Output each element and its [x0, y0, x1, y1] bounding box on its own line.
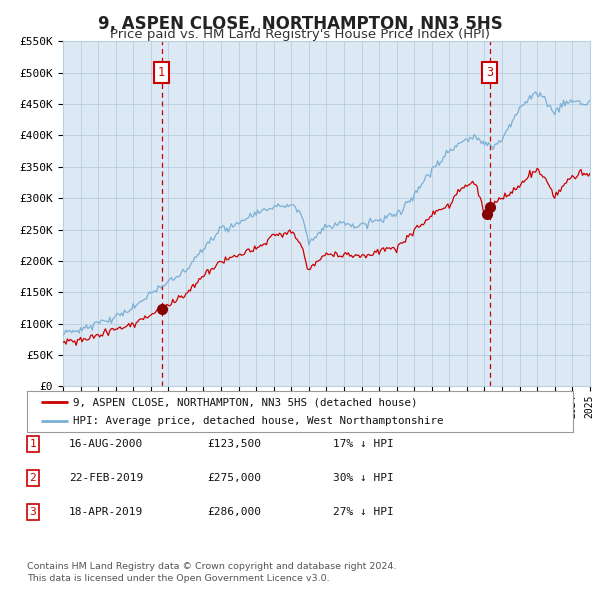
Text: £275,000: £275,000 — [207, 473, 261, 483]
Text: 9, ASPEN CLOSE, NORTHAMPTON, NN3 5HS (detached house): 9, ASPEN CLOSE, NORTHAMPTON, NN3 5HS (de… — [73, 397, 418, 407]
Text: 3: 3 — [486, 66, 493, 79]
Text: 1: 1 — [158, 66, 165, 79]
Text: £123,500: £123,500 — [207, 439, 261, 448]
Text: 2: 2 — [29, 473, 37, 483]
Text: 18-APR-2019: 18-APR-2019 — [69, 507, 143, 517]
Text: Price paid vs. HM Land Registry's House Price Index (HPI): Price paid vs. HM Land Registry's House … — [110, 28, 490, 41]
Text: Contains HM Land Registry data © Crown copyright and database right 2024.: Contains HM Land Registry data © Crown c… — [27, 562, 397, 571]
Text: £286,000: £286,000 — [207, 507, 261, 517]
Text: 9, ASPEN CLOSE, NORTHAMPTON, NN3 5HS: 9, ASPEN CLOSE, NORTHAMPTON, NN3 5HS — [98, 15, 502, 34]
Text: 16-AUG-2000: 16-AUG-2000 — [69, 439, 143, 448]
Text: 3: 3 — [29, 507, 37, 517]
Text: 17% ↓ HPI: 17% ↓ HPI — [333, 439, 394, 448]
Text: 30% ↓ HPI: 30% ↓ HPI — [333, 473, 394, 483]
Text: This data is licensed under the Open Government Licence v3.0.: This data is licensed under the Open Gov… — [27, 573, 329, 583]
Text: HPI: Average price, detached house, West Northamptonshire: HPI: Average price, detached house, West… — [73, 416, 444, 426]
Text: 22-FEB-2019: 22-FEB-2019 — [69, 473, 143, 483]
Text: 1: 1 — [29, 439, 37, 448]
Text: 27% ↓ HPI: 27% ↓ HPI — [333, 507, 394, 517]
